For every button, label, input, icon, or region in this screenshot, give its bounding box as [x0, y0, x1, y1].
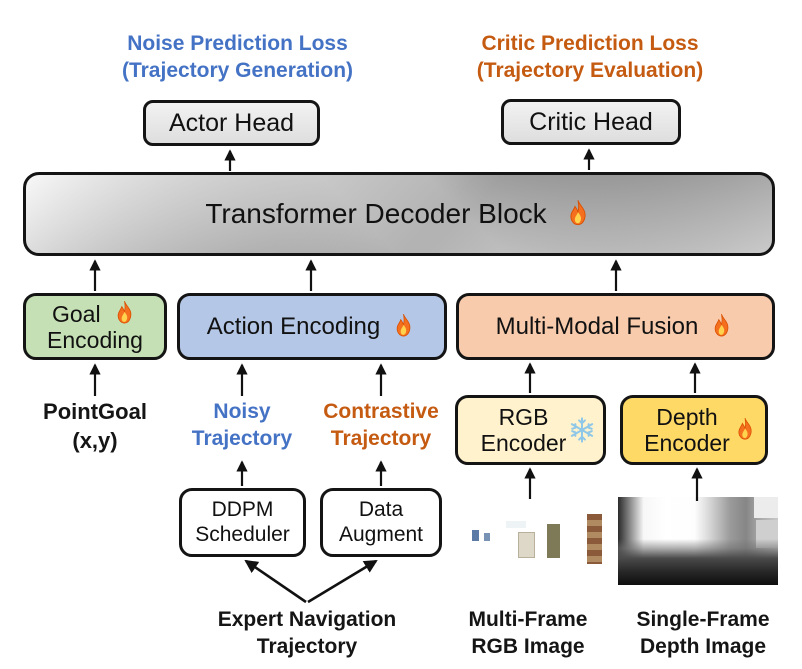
depth-image-caption: Single-Frame Depth Image	[623, 606, 783, 661]
transformer-decoder-block: Transformer Decoder Block	[23, 172, 775, 256]
depth-encoder-line1: Depth	[656, 403, 718, 430]
flame-icon	[390, 313, 417, 340]
rgb-caption-line2: RGB Image	[471, 635, 585, 659]
transformer-label: Transformer Decoder Block	[205, 197, 547, 229]
hallway-shelf	[587, 514, 602, 564]
hallway-painting	[471, 530, 479, 541]
ddpm-line1: DDPM	[211, 498, 274, 522]
hallway-tapestry	[546, 524, 560, 558]
critic-loss-line2: (Trajectory Evaluation)	[476, 59, 704, 83]
critic-loss-line1: Critic Prediction Loss	[481, 32, 699, 55]
multi-modal-fusion-block: Multi-Modal Fusion	[456, 293, 775, 360]
multi-modal-fusion-label: Multi-Modal Fusion	[495, 312, 699, 340]
depth-floor-gradient	[618, 539, 778, 585]
data-augment-line2: Augment	[338, 522, 424, 546]
goal-encoding-line1: Goal	[52, 300, 101, 327]
contrastive-trajectory-input: Contrastive Trajectory	[316, 398, 446, 453]
noisy-trajectory-line2: Trajectory	[191, 427, 293, 451]
noise-loss-line1: Noise Prediction Loss	[127, 32, 348, 55]
noise-prediction-loss-heading: Noise Prediction Loss (Trajectory Genera…	[105, 30, 370, 85]
rgb-encoder-line2: Encoder	[480, 430, 567, 456]
rgb-image-caption: Multi-Frame RGB Image	[448, 606, 608, 661]
rgb-encoder-block: RGB Encoder	[455, 395, 606, 465]
flame-icon	[732, 417, 758, 443]
hallway-doorway	[518, 532, 535, 558]
actor-head-label: Actor Head	[168, 108, 295, 137]
data-augment-block: Data Augment	[320, 488, 442, 557]
goal-encoding-line2: Encoding	[47, 327, 143, 353]
hallway-painting	[483, 532, 490, 541]
expert-caption-line2: Trajectory	[256, 635, 358, 659]
critic-head-label: Critic Head	[529, 107, 653, 136]
contrastive-trajectory-line1: Contrastive	[323, 400, 439, 423]
ddpm-scheduler-block: DDPM Scheduler	[179, 488, 306, 557]
flame-icon	[111, 300, 138, 327]
noisy-trajectory-input: Noisy Trajectory	[182, 398, 302, 453]
ddpm-line2: Scheduler	[195, 522, 290, 546]
goal-encoding-block: Goal Encoding	[23, 293, 167, 360]
expert-caption-line1: Expert Navigation	[217, 608, 397, 631]
depth-topright-patch	[754, 497, 778, 519]
flame-icon	[563, 199, 593, 229]
rgb-frame-front	[452, 508, 602, 588]
rgb-encoder-line1: RGB	[498, 403, 549, 430]
pointgoal-input: PointGoal (x,y)	[35, 398, 155, 455]
depth-caption-line2: Depth Image	[639, 635, 767, 659]
pointgoal-line1: PointGoal	[43, 399, 147, 424]
critic-prediction-loss-heading: Critic Prediction Loss (Trajectory Evalu…	[455, 30, 725, 85]
action-encoding-block: Action Encoding	[177, 293, 447, 360]
flame-icon	[708, 313, 735, 340]
contrastive-trajectory-line2: Trajectory	[330, 427, 432, 451]
depth-encoder-block: Depth Encoder	[620, 395, 768, 465]
noise-loss-line2: (Trajectory Generation)	[121, 59, 354, 83]
depth-encoder-line2: Encoder	[644, 430, 730, 456]
expert-trajectory-caption: Expert Navigation Trajectory	[217, 606, 397, 661]
depth-caption-line1: Single-Frame	[636, 608, 770, 631]
data-augment-line1: Data	[358, 498, 404, 522]
depth-image	[618, 497, 778, 585]
action-encoding-label: Action Encoding	[206, 312, 381, 340]
critic-head-block: Critic Head	[501, 99, 681, 145]
hallway-skylight	[506, 520, 526, 528]
snowflake-icon	[568, 416, 596, 444]
noisy-trajectory-line1: Noisy	[213, 400, 271, 423]
pointgoal-line2: (x,y)	[72, 427, 118, 453]
actor-head-block: Actor Head	[143, 100, 320, 146]
rgb-caption-line1: Multi-Frame	[468, 608, 588, 631]
